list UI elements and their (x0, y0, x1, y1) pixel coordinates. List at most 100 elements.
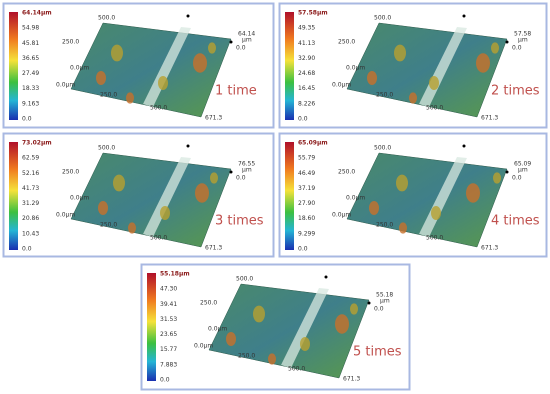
scale-label: 8.226 (298, 100, 315, 107)
height-label: μm (518, 167, 528, 174)
axis-label: 500.0 (150, 105, 167, 112)
surface-peak (126, 92, 134, 104)
surface-peak (128, 222, 136, 234)
scale-label: 24.68 (298, 70, 315, 77)
height-label: 0.0 (374, 306, 384, 313)
axis-label: 0.0μm (70, 195, 89, 202)
scale-label: 9.163 (22, 100, 39, 107)
surface-peak (158, 76, 168, 90)
scale-label: 15.77 (160, 346, 177, 353)
surface-peak (394, 44, 406, 62)
axis-label: 671.3 (205, 245, 222, 252)
surface-peak (113, 174, 125, 192)
axis-label: 250.0 (62, 169, 79, 176)
height-label: μm (518, 37, 528, 44)
scale-label: 54.98 (22, 25, 39, 32)
axis-label: 250.0 (376, 92, 393, 99)
panel: 57.58μm 49.35 41.13 32.90 24.68 16.45 8.226 0.0… (278, 2, 548, 129)
axis-label: 250.0 (238, 353, 255, 360)
scale-label: 27.49 (22, 70, 39, 77)
axis-label: 250.0 (200, 300, 217, 307)
axis-label: 250.0 (100, 92, 117, 99)
height-label: 0.0 (236, 45, 246, 52)
surface (346, 22, 508, 118)
surface-peak (160, 206, 170, 220)
height-label: 57.58 (514, 31, 531, 38)
scale-label: 16.45 (298, 85, 315, 92)
scale-label: 18.60 (298, 215, 315, 222)
scale-label: 47.30 (160, 286, 177, 293)
height-label: 64.14 (238, 31, 255, 38)
surface (208, 283, 370, 379)
surface-peak (409, 92, 417, 104)
color-bar (285, 142, 294, 250)
caption: 1 time (215, 84, 257, 99)
scale-label: 0.0 (22, 246, 32, 253)
height-label: 55.18 (376, 292, 393, 299)
surface-peak (431, 206, 441, 220)
scale-label: 73.02μm (22, 140, 52, 147)
surface (70, 152, 232, 248)
scale-label: 0.0 (160, 377, 170, 384)
axis-label: 0.0μm (332, 82, 351, 89)
surface-peak (396, 174, 408, 192)
surface-peak (96, 71, 106, 85)
surface-peak (253, 305, 265, 323)
caption: 5 times (353, 345, 402, 360)
axis-label: 250.0 (338, 169, 355, 176)
surface-peak (210, 172, 218, 184)
surface-peak (195, 183, 209, 203)
height-label: 0.0 (236, 175, 246, 182)
surface-stripe (143, 27, 191, 107)
axis-label: 500.0 (374, 145, 391, 152)
axis-label: 500.0 (426, 235, 443, 242)
height-label: 76.55 (238, 161, 255, 168)
height-label: μm (242, 167, 252, 174)
axis-label: 0.0μm (346, 195, 365, 202)
surface-stripe (143, 157, 191, 237)
scale-label: 52.16 (22, 170, 39, 177)
axis-label: 0.0μm (346, 65, 365, 72)
surface-stripe (419, 157, 467, 237)
scale-label: 55.18μm (160, 271, 190, 278)
surface-peak (429, 76, 439, 90)
surface-peak (226, 332, 236, 346)
scale-label: 9.299 (298, 230, 315, 237)
scale-label: 7.883 (160, 361, 177, 368)
panel: 73.02μm 62.59 52.16 41.73 31.29 20.86 10.43 0.0… (2, 132, 275, 258)
axis-label: 500.0 (150, 235, 167, 242)
caption: 3 times (215, 214, 264, 229)
marker-dot (186, 14, 190, 18)
scale-label: 49.35 (298, 25, 315, 32)
axis-label: 0.0μm (56, 212, 75, 219)
axis-label: 500.0 (288, 366, 305, 373)
axis-label: 671.3 (481, 115, 498, 122)
scale-label: 31.53 (160, 316, 177, 323)
panel: 65.09μm 55.79 46.49 37.19 27.90 18.60 9.299 0.0… (278, 132, 548, 258)
axis-label: 500.0 (236, 276, 253, 283)
panel: 55.18μm 47.30 39.41 31.53 23.65 15.77 7.883 0.0… (140, 263, 411, 391)
color-bar (9, 142, 18, 250)
surface-peak (193, 53, 207, 73)
surface-peak (208, 42, 216, 54)
surface-peak (98, 201, 108, 215)
surface-peak (350, 303, 358, 315)
scale-label: 55.79 (298, 155, 315, 162)
axis-label: 0.0μm (208, 326, 227, 333)
height-label: 0.0 (512, 175, 522, 182)
height-label: μm (380, 298, 390, 305)
surface-peak (369, 201, 379, 215)
axis-label: 0.0μm (332, 212, 351, 219)
scale-label: 0.0 (298, 116, 308, 123)
marker-dot (367, 301, 371, 305)
marker-dot (229, 40, 233, 44)
surface-peak (493, 172, 501, 184)
axis-label: 250.0 (376, 222, 393, 229)
axis-label: 500.0 (98, 145, 115, 152)
caption: 2 times (491, 84, 540, 99)
marker-dot (324, 275, 328, 279)
marker-dot (462, 14, 466, 18)
scale-label: 64.14μm (22, 10, 52, 17)
scale-label: 57.58μm (298, 10, 328, 17)
